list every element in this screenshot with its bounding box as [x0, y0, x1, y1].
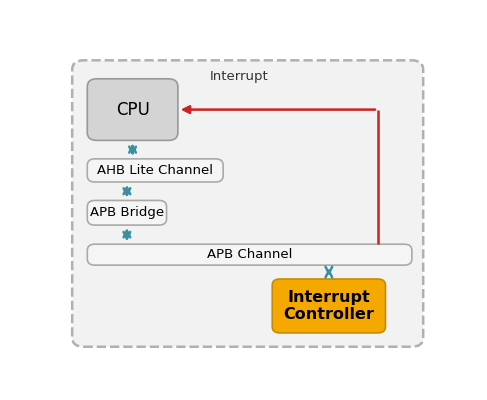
- Text: Interrupt: Interrupt: [210, 70, 269, 84]
- Text: AHB Lite Channel: AHB Lite Channel: [97, 164, 213, 177]
- FancyBboxPatch shape: [272, 279, 386, 333]
- FancyBboxPatch shape: [87, 244, 412, 265]
- Text: APB Channel: APB Channel: [207, 248, 292, 261]
- Text: Interrupt
Controller: Interrupt Controller: [283, 290, 375, 322]
- FancyBboxPatch shape: [72, 60, 423, 347]
- Text: APB Bridge: APB Bridge: [90, 206, 164, 219]
- Text: CPU: CPU: [115, 101, 150, 119]
- FancyBboxPatch shape: [87, 159, 223, 182]
- FancyBboxPatch shape: [87, 79, 178, 140]
- FancyBboxPatch shape: [87, 200, 167, 225]
